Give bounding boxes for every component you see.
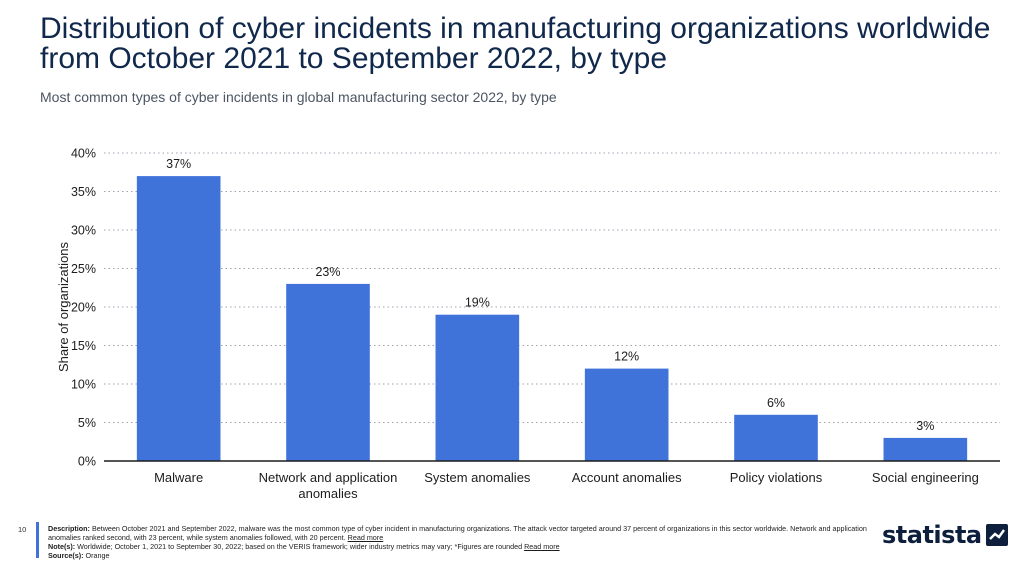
y-axis-ticks: 0% 5% 10% 15% 20% 25% 30% 35% 40% bbox=[71, 147, 96, 469]
statista-logo-icon bbox=[985, 524, 1008, 546]
y-tick-label: 25% bbox=[71, 262, 96, 276]
footer-accent-bar bbox=[36, 522, 39, 558]
x-tick-label: Account anomalies bbox=[572, 470, 682, 485]
page-title: Distribution of cyber incidents in manuf… bbox=[40, 12, 991, 75]
x-tick-label: Malware bbox=[154, 470, 203, 485]
description-label: Description: bbox=[48, 524, 90, 533]
x-tick-label: Policy violations bbox=[730, 470, 823, 485]
page-subtitle: Most common types of cyber incidents in … bbox=[40, 89, 557, 105]
notes-line: Note(s): Worldwide; October 1, 2021 to S… bbox=[48, 542, 868, 551]
description-text: Between October 2021 and September 2022,… bbox=[48, 524, 867, 542]
bar[interactable] bbox=[435, 314, 520, 461]
y-tick-label: 10% bbox=[71, 378, 96, 392]
notes-text: Worldwide; October 1, 2021 to September … bbox=[77, 542, 523, 551]
statista-logo[interactable]: statista bbox=[882, 521, 1008, 549]
notes-read-more-link[interactable]: Read more bbox=[524, 542, 560, 551]
x-tick-label: anomalies bbox=[298, 486, 358, 501]
notes-label: Note(s): bbox=[48, 542, 76, 551]
bar[interactable] bbox=[883, 437, 968, 461]
data-label: 3% bbox=[916, 419, 934, 433]
bars bbox=[136, 176, 968, 461]
description-line: Description: Between October 2021 and Se… bbox=[48, 524, 868, 542]
bar-chart: 0% 5% 10% 15% 20% 25% 30% 35% 40% 37% 23% 19% 12% 6%… bbox=[56, 147, 1000, 501]
logo-text: statista bbox=[882, 521, 982, 549]
source-text: Orange bbox=[85, 551, 110, 560]
source-line: Source(s): Orange bbox=[48, 551, 868, 560]
bar[interactable] bbox=[136, 176, 221, 461]
data-label: 37% bbox=[166, 157, 191, 171]
y-tick-label: 15% bbox=[71, 339, 96, 353]
data-label: 23% bbox=[315, 265, 340, 279]
source-label: Source(s): bbox=[48, 551, 84, 560]
y-tick-label: 0% bbox=[78, 455, 96, 469]
data-labels: 37% 23% 19% 12% 6% 3% bbox=[166, 157, 934, 433]
x-tick-label: Social engineering bbox=[872, 470, 979, 485]
y-tick-label: 5% bbox=[78, 416, 96, 430]
y-axis-title: Share of organizations bbox=[56, 241, 71, 372]
y-tick-label: 40% bbox=[71, 147, 96, 161]
bar[interactable] bbox=[734, 414, 818, 461]
footer-notes: Description: Between October 2021 and Se… bbox=[48, 524, 868, 560]
x-tick-label: System anomalies bbox=[424, 470, 531, 485]
y-tick-label: 35% bbox=[71, 185, 96, 199]
y-tick-label: 20% bbox=[71, 301, 96, 315]
bar[interactable] bbox=[286, 283, 370, 461]
data-label: 12% bbox=[614, 350, 639, 364]
data-label: 6% bbox=[767, 396, 785, 410]
y-tick-label: 30% bbox=[71, 224, 96, 238]
read-more-link[interactable]: Read more bbox=[347, 533, 384, 542]
x-tick-label: Network and application bbox=[259, 470, 398, 485]
bar[interactable] bbox=[584, 368, 669, 461]
page-number: 10 bbox=[18, 525, 27, 534]
grid-lines bbox=[104, 152, 1000, 423]
data-label: 19% bbox=[465, 296, 490, 310]
